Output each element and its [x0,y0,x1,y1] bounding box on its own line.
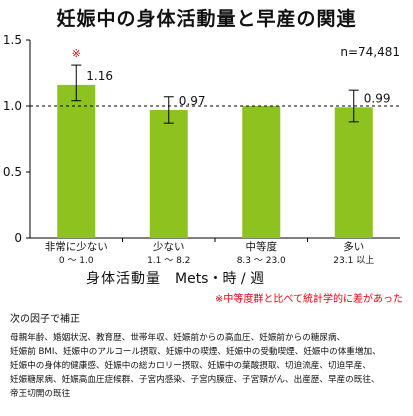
data-label: 0.99 [364,91,391,105]
x-tick-label: 非常に少ない [45,240,108,253]
x-tick-sublabel: 1.1 〜 8.2 [147,256,190,266]
x-axis-unit: Mets・時 / 週 [175,271,265,287]
x-axis-label: 身体活動量 [86,271,161,287]
y-tick-label: 0 [14,231,22,245]
x-tick-label: 多い [343,240,364,253]
x-tick-sublabel: 8.3 〜 23.0 [237,256,286,266]
x-tick-sublabel: 23.1 以上 [333,255,374,266]
x-axis-title: 身体活動量 Mets・時 / 週 [86,268,264,288]
footnote-line: 妊娠糖尿病、妊娠高血圧症候群、子宮内感染、子宮内膜症、子宮頸がん、出産歴、早産の… [10,375,380,385]
adjustment-footnote: 次の因子で補正 母親年齢、婚姻状況、教育歴、世帯年収、妊娠前からの高血圧、妊娠前… [10,310,410,401]
chart-title: 妊娠中の身体活動量と早産の関連 [56,8,357,30]
footnote-line: 帝王切開の既往 [10,389,71,399]
footnote-line: 母親年齢、婚姻状況、教育歴、世帯年収、妊娠前からの高血圧、妊娠前からの糖尿病、 [10,333,346,343]
y-tick-label: 0.5 [3,165,22,179]
sample-size-label: n=74,481 [340,45,400,59]
significance-note: ※中等度群と比べて統計学的に差があった [215,294,403,305]
x-tick-label: 少ない [153,241,185,253]
data-label: 1.16 [86,69,113,83]
y-tick-label: 1.0 [3,99,22,113]
bar [334,107,373,238]
y-tick-label: 1.5 [3,33,22,47]
footnote-line: 妊娠前 BMI、妊娠中のアルコール摂取、妊娠中の喫煙、妊娠中の受動喫煙、妊娠中の… [10,347,381,357]
data-label: 0.97 [179,94,206,108]
footnote-line: 妊娠中の身体的健康感、妊娠中の総カロリー摂取、妊娠中の葉酸摂取、切迫流産、切迫早… [10,361,371,371]
bar-chart: 0 0.5 1.0 1.5 n=74,481 1.16 ※ 非常に少ない 0 〜 1.0 0.97… [3,33,400,266]
x-tick-label: 中等度 [246,240,278,253]
bar [149,109,188,239]
significance-marker: ※ [72,47,81,60]
x-tick-sublabel: 0 〜 1.0 [59,256,94,266]
bar [242,106,281,238]
bar [57,84,96,238]
footnote-heading: 次の因子で補正 [10,314,80,325]
